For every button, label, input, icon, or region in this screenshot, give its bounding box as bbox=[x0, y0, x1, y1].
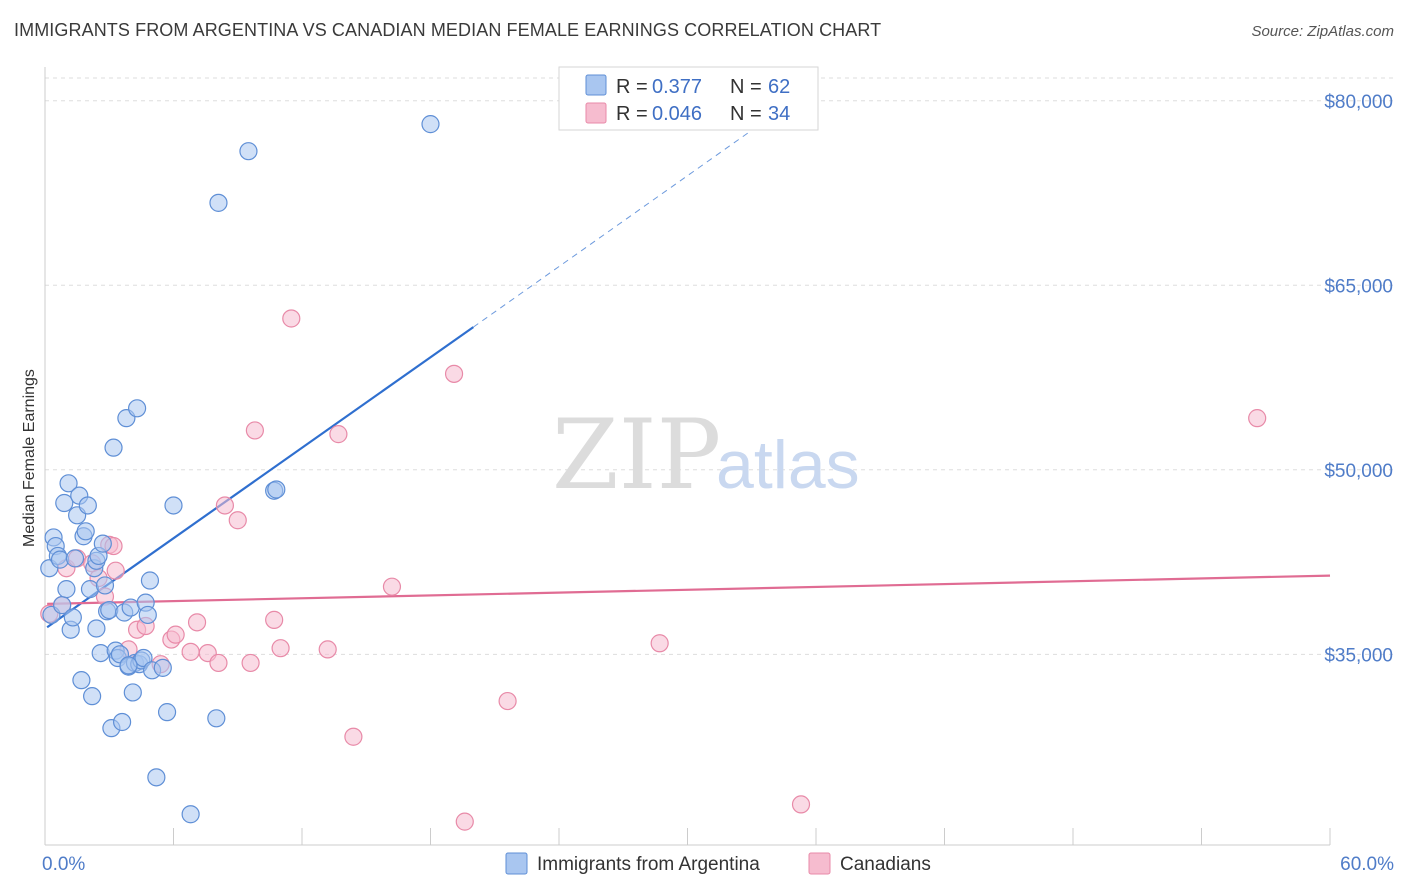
argentina-point bbox=[80, 580, 100, 599]
y-tick-labels: $35,000 $50,000 $65,000 $80,000 bbox=[1324, 92, 1393, 667]
argentina-point bbox=[93, 534, 112, 553]
argentina-point bbox=[76, 522, 95, 541]
legend-r-label-1: R = bbox=[616, 76, 648, 98]
canadians-point bbox=[382, 577, 402, 596]
argentina-point bbox=[121, 598, 140, 617]
argentina-point bbox=[157, 703, 177, 722]
canadians-point bbox=[265, 610, 284, 629]
argentina-point bbox=[50, 550, 70, 569]
canadians-point bbox=[245, 421, 264, 440]
argentina-point bbox=[421, 115, 440, 134]
argentina-point bbox=[267, 480, 286, 499]
x-tick-label-min: 0.0% bbox=[42, 854, 85, 875]
x-tick-label-max: 60.0% bbox=[1340, 854, 1394, 875]
argentina-point bbox=[209, 193, 228, 212]
y-tick-label: $80,000 bbox=[1324, 92, 1393, 113]
y-tick-label: $65,000 bbox=[1324, 276, 1393, 297]
argentina-point bbox=[91, 643, 110, 663]
argentina-point bbox=[153, 658, 172, 677]
points bbox=[40, 115, 1267, 831]
argentina-point bbox=[59, 474, 78, 493]
argentina-point bbox=[164, 496, 183, 515]
argentina-point bbox=[207, 709, 226, 728]
series-legend: Immigrants from Argentina Canadians bbox=[505, 852, 931, 875]
gridlines bbox=[45, 77, 1395, 655]
argentina-point bbox=[104, 438, 123, 457]
canadians-point bbox=[181, 642, 200, 661]
canadians-point bbox=[187, 613, 207, 632]
series-legend-label-argentina: Immigrants from Argentina bbox=[537, 854, 760, 875]
canadians-point bbox=[166, 625, 185, 644]
legend-n-value-2: 34 bbox=[768, 103, 790, 125]
watermark-atlas: atlas bbox=[716, 427, 860, 503]
y-tick-label: $50,000 bbox=[1324, 461, 1393, 482]
canadians-point bbox=[498, 691, 517, 711]
x-tick-labels: 0.0% 60.0% bbox=[42, 854, 1394, 875]
argentina-point bbox=[119, 656, 138, 675]
argentina-point bbox=[181, 805, 200, 824]
chart-title: IMMIGRANTS FROM ARGENTINA VS CANADIAN ME… bbox=[14, 20, 882, 40]
argentina-point bbox=[63, 608, 82, 627]
canadians-point bbox=[282, 309, 301, 328]
canadians-point bbox=[329, 425, 348, 444]
legend-swatch-blue bbox=[585, 74, 607, 96]
y-tick-label: $35,000 bbox=[1324, 645, 1393, 666]
argentina-point bbox=[100, 600, 119, 620]
series-legend-label-canadians: Canadians bbox=[840, 854, 931, 875]
argentina-point bbox=[147, 768, 166, 787]
canadians-point bbox=[344, 727, 363, 746]
argentina-point bbox=[87, 619, 106, 638]
canadians-point bbox=[241, 653, 260, 673]
legend-n-label-2: N = bbox=[730, 103, 762, 125]
canadians-point bbox=[791, 795, 811, 814]
legend-n-value-1: 62 bbox=[768, 76, 790, 98]
canadians-point bbox=[215, 496, 234, 515]
argentina-point bbox=[140, 571, 160, 590]
argentina-trendline-extension bbox=[473, 129, 753, 328]
legend-r-value-2: 0.046 bbox=[652, 103, 702, 125]
argentina-point bbox=[57, 580, 76, 599]
argentina-point bbox=[95, 576, 115, 595]
legend-r-label-2: R = bbox=[616, 103, 648, 125]
legend-swatch-pink bbox=[585, 102, 607, 124]
series-legend-swatch-canadians bbox=[808, 852, 831, 875]
canadians-trendline bbox=[47, 574, 1331, 605]
argentina-point bbox=[83, 687, 102, 706]
canadians-point bbox=[444, 364, 464, 383]
legend-n-label-1: N = bbox=[730, 76, 762, 98]
argentina-point bbox=[127, 399, 147, 418]
watermark-zip: ZIP bbox=[552, 399, 721, 511]
watermark: ZIP atlas bbox=[552, 399, 860, 511]
argentina-point bbox=[123, 683, 142, 702]
canadians-point bbox=[455, 812, 474, 831]
canadians-point bbox=[271, 639, 290, 658]
canadians-point bbox=[650, 634, 669, 653]
y-axis-label: Median Female Earnings bbox=[21, 369, 38, 547]
argentina-point bbox=[78, 496, 97, 515]
series-legend-swatch-argentina bbox=[505, 852, 528, 875]
legend-r-value-1: 0.377 bbox=[652, 76, 702, 98]
correlation-legend: R = 0.377 N = 62 R = 0.046 N = 34 bbox=[558, 66, 819, 131]
canadians-point bbox=[318, 640, 337, 659]
argentina-point bbox=[72, 671, 91, 690]
argentina-point bbox=[138, 605, 157, 625]
canadians-point bbox=[106, 561, 125, 580]
trendlines bbox=[46, 129, 1331, 629]
source-label: Source: ZipAtlas.com bbox=[1251, 23, 1394, 40]
argentina-point bbox=[134, 648, 153, 668]
argentina-point bbox=[239, 142, 258, 161]
canadians-point bbox=[1248, 409, 1267, 428]
argentina-point bbox=[55, 493, 74, 513]
argentina-point bbox=[65, 549, 85, 568]
canadians-point bbox=[209, 653, 228, 673]
canadians-point bbox=[228, 511, 247, 530]
argentina-point bbox=[112, 712, 132, 732]
axes bbox=[44, 67, 1331, 846]
